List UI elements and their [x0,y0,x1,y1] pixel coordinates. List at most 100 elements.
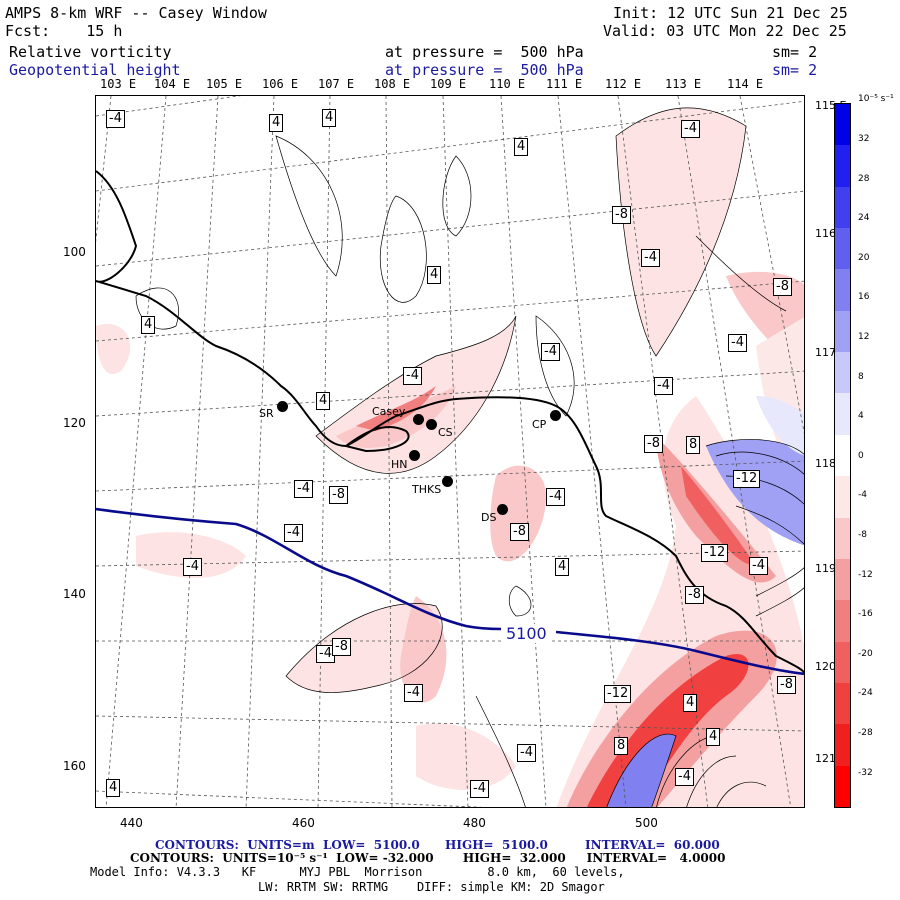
colorbar-tick-label: 0 [858,450,864,461]
colorbar-segment [835,558,850,601]
contour-label: -8 [612,206,631,224]
station-cp-label: CP [532,418,547,431]
grid-y-label: 120 [63,416,86,430]
colorbar-segment [835,269,850,312]
valid-time: Valid: 03 UTC Mon 22 Dec 25 [603,22,847,40]
grid-y-label: 160 [63,759,86,773]
contour-label: 8 [614,737,629,755]
lon-label: 103 E [100,77,137,91]
colorbar-tick-label: 12 [858,332,870,342]
footer-model-info: Model Info: V4.3.3 KF MYJ PBL Morrison 8… [90,865,625,879]
colorbar [834,103,851,808]
grid-y-label: 100 [63,245,86,259]
footer-height-interval: INTERVAL= 60.000 [585,838,720,852]
map-plot[interactable]: -4 4 4 -4 4 -8 -4 4 -8 4 -4 -4 -4 -4 4 -… [95,95,805,808]
grid-x-label: 500 [635,816,658,830]
contour-label: 4 [706,728,721,746]
colorbar-tick-label: 20 [858,252,870,263]
lon-label: 108 E [374,77,411,91]
station-casey-marker[interactable] [413,414,424,425]
station-thks-marker[interactable] [442,476,453,487]
colorbar-segment [835,352,850,394]
colorbar-tick-label: -32 [858,767,873,778]
field1-smoothing: sm= 2 [772,43,818,61]
contour-label: -4 [546,488,565,506]
contour-label: -12 [604,685,632,703]
colorbar-segment [835,682,850,725]
contour-label: -4 [654,377,673,395]
colorbar-segment [835,724,850,767]
lon-label: 113 E [665,77,702,91]
init-time: Init: 12 UTC Sun 21 Dec 25 [613,4,848,22]
station-hn-label: HN [391,458,408,471]
vorticity-contours [135,107,804,807]
colorbar-tick-label: 4 [858,411,864,422]
footer-height-high: HIGH= 5100.0 [445,838,548,852]
contour-label: -4 [403,367,422,385]
field1-level: at pressure = 500 hPa [385,43,584,61]
contour-label: -12 [701,544,729,562]
station-thks-label: THKS [412,483,442,496]
colorbar-tick-label: 32 [858,134,870,144]
footer-physics-info: LW: RRTM SW: RRTMG DIFF: simple KM: 2D S… [258,880,605,894]
contour-label: -4 [404,684,423,702]
lon-label: 104 E [154,77,191,91]
colorbar-tick-label: -28 [858,728,873,738]
contour-label: -4 [749,557,768,575]
lon-label: 111 E [546,77,583,91]
contour-label: 4 [683,694,698,712]
contour-label: -8 [332,638,351,656]
colorbar-tick-label: -24 [858,688,873,699]
colorbar-segment [835,517,850,560]
contour-label: -8 [777,676,796,694]
station-ds-marker[interactable] [497,504,508,515]
contour-label: -4 [681,120,700,138]
colorbar-tick-label: 16 [858,292,870,303]
contour-label: 4 [427,266,442,284]
contour-label: -4 [106,110,125,128]
contour-label: 4 [269,114,284,132]
colorbar-segment [835,476,850,519]
contour-label: -4 [517,744,536,762]
colorbar-unit: 10⁻⁵ s⁻¹ [858,94,894,104]
contour-label: 4 [555,558,570,576]
colorbar-tick-label: 8 [858,371,864,382]
footer-height-contours: CONTOURS: UNITS=m LOW= 5100.0 [155,838,420,852]
contour-label: 4 [141,316,156,334]
colorbar-segment [835,145,850,188]
contour-label: 8 [686,436,701,454]
colorbar-tick-label: -16 [858,609,873,620]
colorbar-segment [835,186,850,229]
contour-label: -8 [329,486,348,504]
field2-level: at pressure = 500 hPa [385,61,584,79]
colorbar-segment [835,765,850,808]
contour-label: -4 [641,249,660,267]
contour-label: -12 [733,470,761,488]
height-contour-5100 [96,507,804,676]
grid-x-label: 480 [463,816,486,830]
lon-label: 110 E [489,77,526,91]
lon-label: 114 E [727,77,764,91]
station-cp-marker[interactable] [550,410,561,421]
contour-label: 4 [106,779,121,797]
coastline [96,170,804,674]
height-contour-label: 5100 [504,624,549,643]
station-cs-marker[interactable] [426,419,437,430]
colorbar-tick-label: -8 [858,530,867,540]
contour-label: -4 [470,780,489,798]
map-svg [96,96,804,807]
station-sr-marker[interactable] [277,401,288,412]
colorbar-segment [835,641,850,684]
contour-label: -4 [675,768,694,786]
contour-label: -8 [773,278,792,296]
colorbar-tick-label: -4 [858,490,867,501]
colorbar-segment [835,228,850,270]
field1-name: Relative vorticity [9,43,172,61]
station-hn-marker[interactable] [409,450,420,461]
contour-label: -4 [294,480,313,498]
contour-label: -8 [685,586,704,604]
lon-label: 105 E [206,77,243,91]
field2-name: Geopotential height [9,61,181,79]
contour-label: -8 [510,523,529,541]
footer-vorticity-contours: CONTOURS: UNITS=10⁻⁵ s⁻¹ LOW= -32.000 HI… [130,851,726,865]
